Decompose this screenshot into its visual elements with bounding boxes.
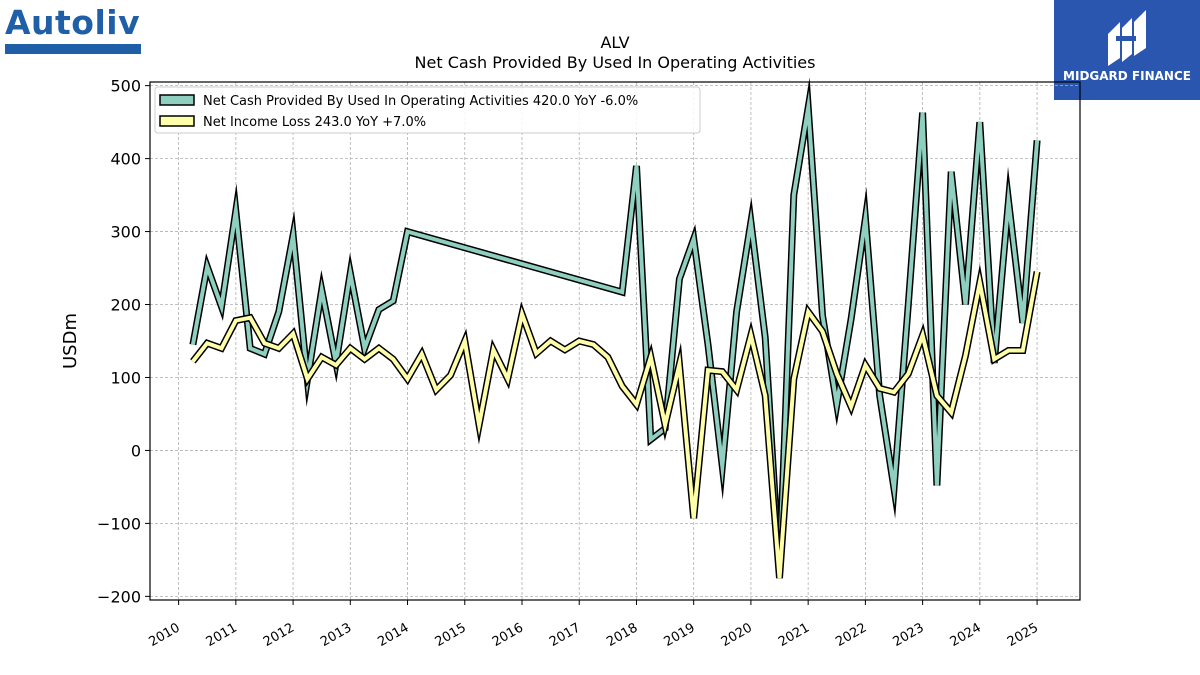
series-line-0 <box>190 90 1040 571</box>
y-tick-label: 0 <box>131 441 141 460</box>
autoliv-logo: Autoliv <box>5 4 145 54</box>
legend-swatch-0 <box>159 94 195 106</box>
x-tick-label: 2015 <box>433 620 469 650</box>
autoliv-logo-bar <box>5 44 141 54</box>
series-layer <box>189 77 1041 579</box>
y-tick-label: −100 <box>97 514 141 533</box>
x-tick-label: 2025 <box>1005 620 1041 650</box>
x-tick-label: 2022 <box>833 620 869 650</box>
chart-title: ALV <box>600 33 629 52</box>
x-tick-label: 2016 <box>490 620 526 650</box>
y-tick-label: 500 <box>110 77 141 96</box>
series-line-1 <box>191 271 1040 579</box>
x-axis: 2010 2011 2012 2013 2014 2015 2016 2017 2018 2019… <box>146 600 1041 650</box>
y-tick-label: 300 <box>110 223 141 242</box>
x-tick-label: 2017 <box>547 620 583 650</box>
x-tick-label: 2012 <box>261 620 297 650</box>
x-tick-label: 2013 <box>318 620 354 650</box>
x-tick-label: 2020 <box>719 620 755 650</box>
x-tick-label: 2018 <box>604 620 640 650</box>
x-tick-label: 2014 <box>375 620 411 650</box>
legend-box <box>154 86 701 134</box>
midgard-logo-text: MIDGARD FINANCE <box>1063 69 1191 83</box>
midgard-emblem-icon <box>1108 10 1146 66</box>
x-tick-label: 2024 <box>948 620 984 650</box>
x-tick-label: 2023 <box>890 620 926 650</box>
y-axis: −200 −100 0 100 200 300 400 500 <box>97 77 150 606</box>
x-tick-label: 2010 <box>146 620 182 650</box>
legend-swatch-1 <box>159 115 195 127</box>
plot-frame <box>149 81 1081 601</box>
legend-label-0: Net Cash Provided By Used In Operating A… <box>203 94 638 109</box>
y-tick-label: 200 <box>110 296 141 315</box>
midgard-finance-logo: MIDGARD FINANCE <box>1054 0 1200 100</box>
chart-subtitle: Net Cash Provided By Used In Operating A… <box>415 53 816 72</box>
y-tick-label: 100 <box>110 368 141 387</box>
x-tick-label: 2011 <box>204 620 240 650</box>
x-tick-label: 2021 <box>776 620 812 650</box>
legend-label-1: Net Income Loss 243.0 YoY +7.0% <box>203 115 426 130</box>
y-tick-label: 400 <box>110 150 141 169</box>
series-outline-0 <box>189 77 1041 572</box>
y-axis-label: USDm <box>60 313 81 369</box>
autoliv-logo-text: Autoliv <box>5 3 141 42</box>
x-tick-label: 2019 <box>662 620 698 650</box>
y-tick-label: −200 <box>97 587 141 606</box>
legend: Net Cash Provided By Used In Operating A… <box>154 86 701 134</box>
